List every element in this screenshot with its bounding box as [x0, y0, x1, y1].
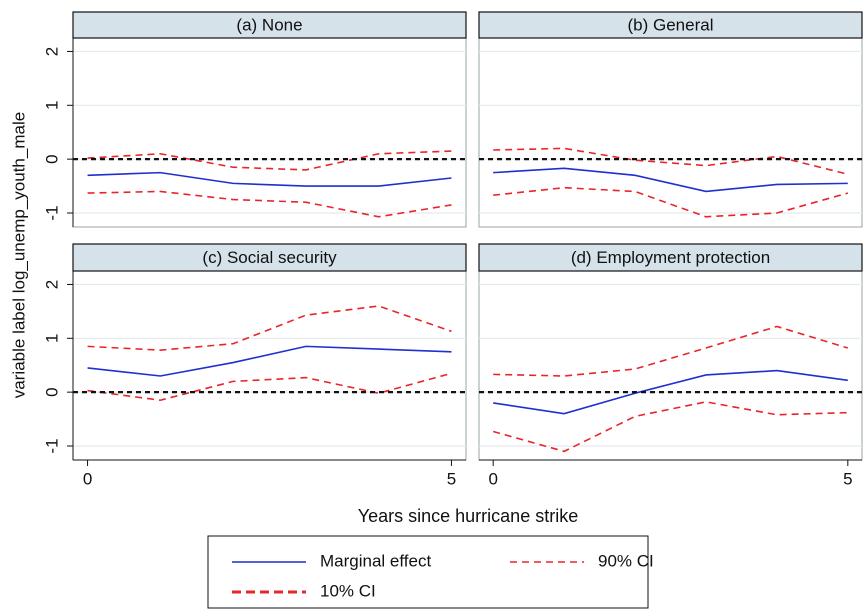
x-tick-label: 0 [83, 469, 92, 488]
series-line [87, 190, 452, 218]
legend-label: 90% CI [598, 551, 654, 570]
series-line [87, 372, 452, 402]
panel-header [72, 243, 467, 272]
panel-header [478, 11, 863, 39]
y-axis-label: variable label log_unemp_youth_male [9, 112, 28, 398]
panel-header [478, 243, 863, 272]
panel-title: (b) General [628, 15, 714, 34]
x-tick-label: 5 [843, 469, 852, 488]
legend-box [207, 535, 649, 609]
plot-area [72, 270, 467, 461]
y-tick-label: 2 [42, 280, 61, 289]
series-line [87, 150, 452, 171]
series-line [492, 401, 848, 453]
y-tick-label: -1 [42, 438, 61, 453]
panel-title: (a) None [236, 15, 302, 34]
y-tick-label: -1 [42, 205, 61, 220]
plot-area [478, 270, 863, 461]
legend-label: 10% CI [320, 581, 376, 600]
y-tick-label: 2 [42, 47, 61, 56]
legend-label: Marginal effect [320, 551, 431, 570]
plot-area [478, 37, 863, 228]
y-tick-label: 0 [42, 387, 61, 396]
panel-title: (d) Employment protection [571, 248, 770, 267]
x-tick-label: 0 [488, 469, 497, 488]
y-tick-label: 1 [42, 101, 61, 110]
panel-header [72, 11, 467, 39]
series-line [493, 167, 848, 193]
plot-area [72, 37, 467, 228]
y-tick-label: 0 [42, 154, 61, 163]
y-tick-label: 1 [42, 334, 61, 343]
series-line [493, 369, 848, 415]
series-line [87, 345, 452, 377]
series-line [493, 325, 849, 377]
x-axis-label: Years since hurricane strike [358, 506, 578, 526]
x-tick-label: 5 [447, 469, 456, 488]
panel-title: (c) Social security [202, 248, 337, 267]
series-line [87, 305, 452, 351]
series-line [87, 171, 452, 187]
series-line [493, 186, 849, 218]
